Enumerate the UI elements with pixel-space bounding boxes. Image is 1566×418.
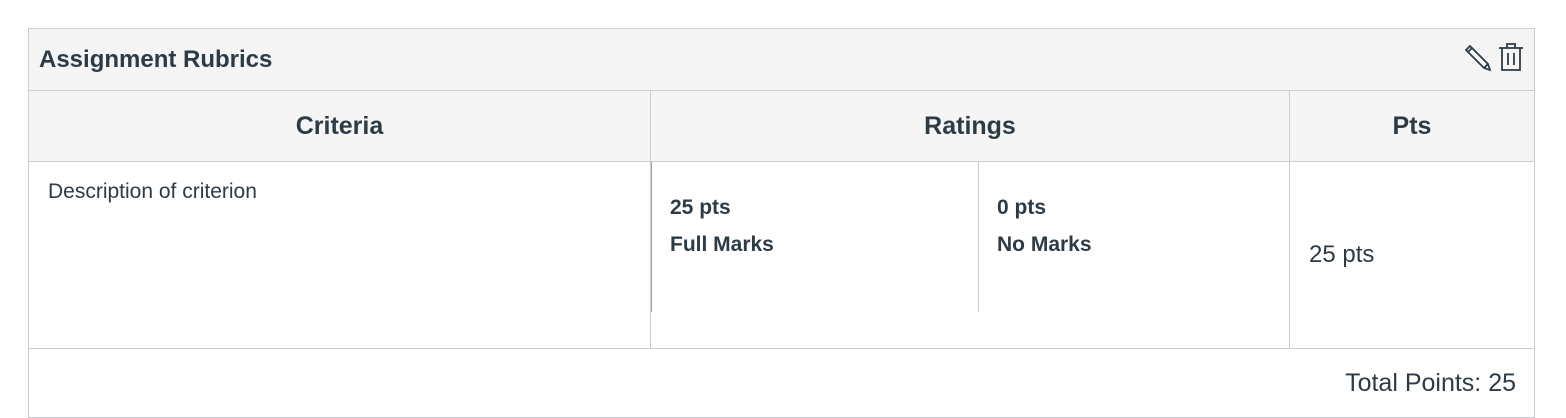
rating-label: Full Marks bbox=[670, 233, 774, 256]
ratings-cell: 25 pts Full Marks 0 pts No Marks bbox=[650, 161, 1290, 349]
column-ratings: Ratings bbox=[650, 91, 1290, 162]
column-criteria: Criteria bbox=[29, 91, 651, 162]
rating-points: 25 pts bbox=[670, 196, 731, 219]
trash-icon[interactable] bbox=[1496, 41, 1526, 78]
rubric-header: Assignment Rubrics bbox=[29, 29, 1534, 91]
rubric-panel: Assignment Rubrics Criteria Ratings Pts … bbox=[28, 28, 1535, 418]
column-pts: Pts bbox=[1289, 91, 1534, 162]
rating-label: No Marks bbox=[997, 233, 1092, 256]
criterion-points: 25 pts bbox=[1289, 161, 1534, 349]
criterion-description: Description of criterion bbox=[29, 161, 651, 349]
table-row: Description of criterion 25 pts Full Mar… bbox=[29, 161, 1534, 349]
rubric-title: Assignment Rubrics bbox=[39, 45, 273, 73]
rating-full-marks: 25 pts Full Marks bbox=[651, 162, 978, 312]
pencil-icon[interactable] bbox=[1462, 41, 1492, 78]
rating-no-marks: 0 pts No Marks bbox=[978, 162, 1110, 312]
rubric-table: Criteria Ratings Pts Description of crit… bbox=[29, 91, 1534, 349]
rating-points: 0 pts bbox=[997, 196, 1047, 219]
total-points: Total Points: 25 bbox=[1345, 369, 1516, 397]
